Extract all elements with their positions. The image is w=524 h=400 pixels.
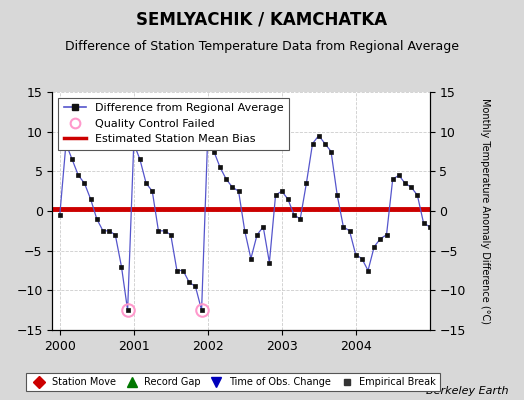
Legend: Difference from Regional Average, Quality Control Failed, Estimated Station Mean: Difference from Regional Average, Qualit… bbox=[58, 98, 289, 150]
Text: SEMLYACHIK / KAMCHATKA: SEMLYACHIK / KAMCHATKA bbox=[136, 10, 388, 28]
Y-axis label: Monthly Temperature Anomaly Difference (°C): Monthly Temperature Anomaly Difference (… bbox=[479, 98, 489, 324]
Text: Berkeley Earth: Berkeley Earth bbox=[426, 386, 508, 396]
Text: Difference of Station Temperature Data from Regional Average: Difference of Station Temperature Data f… bbox=[65, 40, 459, 53]
Legend: Station Move, Record Gap, Time of Obs. Change, Empirical Break: Station Move, Record Gap, Time of Obs. C… bbox=[26, 373, 440, 391]
